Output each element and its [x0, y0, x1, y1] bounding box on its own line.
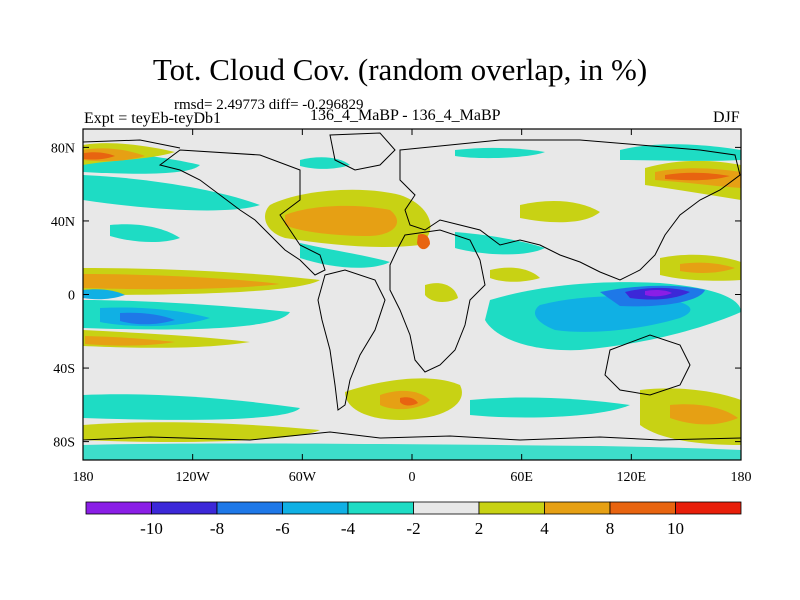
anomaly-equatorial-south-orange [85, 336, 175, 346]
rmsd-diff-stats: rmsd= 2.49773 diff= -0.296829 [174, 97, 364, 113]
colorbar-label: -4 [341, 519, 356, 538]
anomaly-wpac-purple [645, 289, 672, 297]
difference-names: 136_4_MaBP - 136_4_MaBP [310, 107, 501, 124]
anomaly-soc-east-orange [670, 404, 738, 425]
colorbar-label: 8 [606, 519, 615, 538]
coastline-greenland [329, 132, 396, 171]
lon-tick-label: 180 [731, 470, 752, 485]
lon-tick-label: 120W [176, 470, 211, 485]
anomaly-antarctic-cyan [83, 443, 741, 460]
anomaly-field [83, 143, 741, 460]
anomaly-equatorial-orange-band [83, 274, 280, 290]
colorbar-label: 2 [475, 519, 484, 538]
lon-tick-label: 60E [510, 470, 533, 485]
lat-tick-label: 40N [51, 215, 75, 230]
coastline-australia [604, 334, 691, 396]
lat-axis: 80N 40N 0 40S 80S [51, 141, 741, 451]
lon-axis: 180 120W 60W 0 60E 120E 180 [73, 129, 752, 485]
anomaly-arctic-west-red [84, 152, 115, 160]
coastline-africa [389, 229, 486, 373]
colorbar-swatch [413, 501, 480, 515]
coastlines [83, 132, 741, 441]
anomaly-arctic-east-red [665, 172, 730, 181]
lon-tick-label: 120E [617, 470, 647, 485]
coastline-eurasia [399, 139, 741, 281]
anomaly-med-red [417, 234, 430, 250]
lat-tick-label: 40S [53, 362, 75, 377]
colorbar-swatch [85, 501, 152, 515]
anomaly-epac-lblue [83, 289, 125, 300]
anomaly-north-africa-cyan [300, 157, 350, 169]
anomaly-indian-pos [425, 283, 458, 302]
lon-tick-label: 60W [289, 470, 317, 485]
anomaly-arctic-mid-cyan [455, 147, 545, 159]
anomaly-indian-north-pos [490, 267, 540, 282]
colorbar-swatch [216, 501, 283, 515]
colorbar-label: 10 [667, 519, 684, 538]
lat-tick-label: 80S [53, 436, 75, 451]
colorbar-label: -8 [210, 519, 224, 538]
chart-title: Tot. Cloud Cov. (random overlap, in %) [152, 52, 648, 87]
anomaly-asia-cyan [455, 232, 545, 255]
coastline-south-america [317, 269, 386, 411]
anomaly-pacific-north-cyan2 [110, 224, 180, 243]
anomaly-arctic-east-cyan [620, 144, 741, 161]
colorbar-label: -2 [406, 519, 420, 538]
colorbar-label: -6 [275, 519, 289, 538]
colorbar-swatch [609, 501, 676, 515]
anomaly-wpac-north-orange [680, 262, 735, 273]
anomaly-spac-cyan [83, 394, 300, 420]
colorbar-swatch [544, 501, 611, 515]
coastline-antarctica [83, 431, 741, 441]
anomaly-soc-cyan [470, 397, 630, 418]
anomaly-natlantic-orange [285, 205, 398, 236]
lat-tick-label: 0 [68, 289, 75, 304]
colorbar-swatch [347, 501, 414, 515]
coastline-north-america [158, 149, 326, 276]
colorbar-swatch [478, 501, 545, 515]
anomaly-asia-pos [520, 200, 600, 223]
anomaly-satlantic-red [400, 397, 418, 406]
season-label: DJF [713, 109, 740, 126]
lon-tick-label: 180 [73, 470, 94, 485]
colorbar-label: 4 [540, 519, 549, 538]
experiment-label: Expt = teyEb-teyDb1 [84, 110, 221, 127]
lat-tick-label: 80N [51, 141, 75, 156]
colorbar-label: -10 [140, 519, 163, 538]
lon-tick-label: 0 [409, 470, 416, 485]
colorbar-swatch [675, 501, 742, 515]
anomaly-pacific-south-blue [120, 312, 175, 325]
coastline-arctic [83, 139, 181, 149]
colorbar: -10 -8 -6 -4 -2 2 4 8 10 [85, 501, 742, 538]
anomaly-pacific-north-cyan [83, 175, 260, 211]
colorbar-swatch [151, 501, 218, 515]
colorbar-swatch [282, 501, 349, 515]
